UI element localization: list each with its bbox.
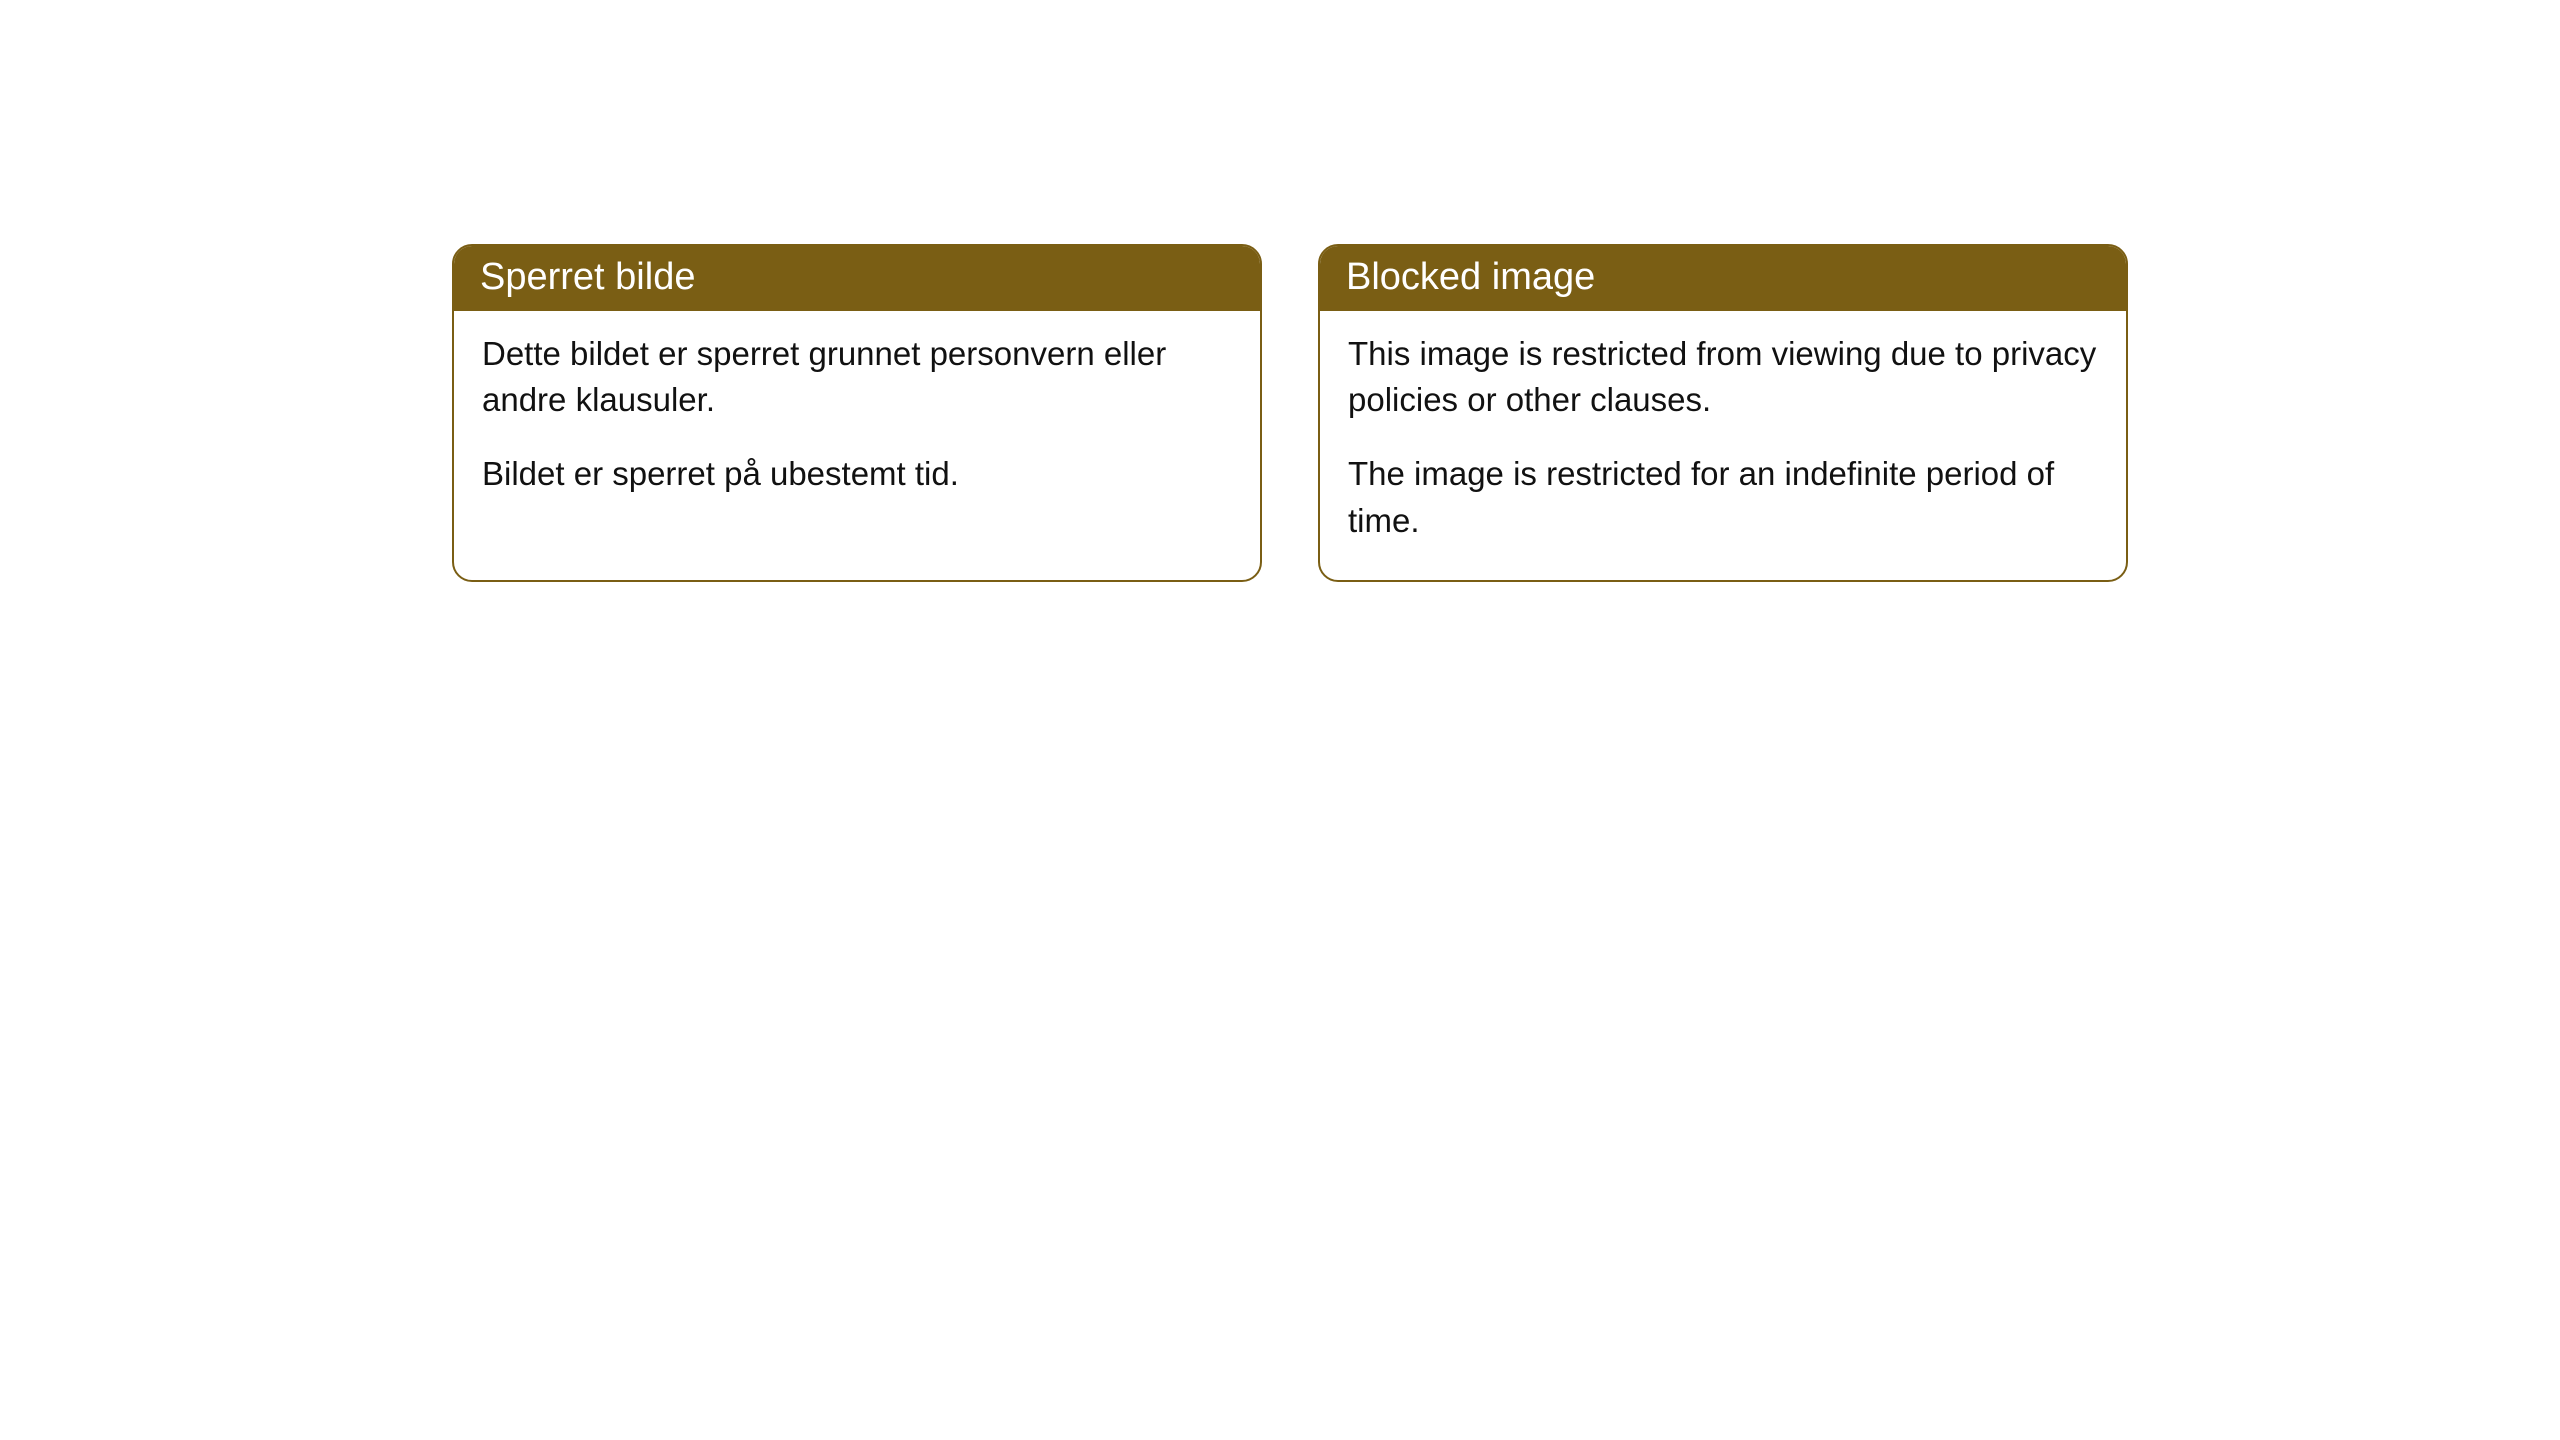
notice-header: Sperret bilde [454,246,1260,311]
notice-container: Sperret bilde Dette bildet er sperret gr… [0,0,2560,582]
notice-card-english: Blocked image This image is restricted f… [1318,244,2128,582]
notice-paragraph-2: The image is restricted for an indefinit… [1348,451,2098,543]
notice-body: Dette bildet er sperret grunnet personve… [454,311,1260,534]
notice-card-norwegian: Sperret bilde Dette bildet er sperret gr… [452,244,1262,582]
notice-header: Blocked image [1320,246,2126,311]
notice-paragraph-1: Dette bildet er sperret grunnet personve… [482,331,1232,423]
notice-paragraph-1: This image is restricted from viewing du… [1348,331,2098,423]
notice-paragraph-2: Bildet er sperret på ubestemt tid. [482,451,1232,497]
notice-body: This image is restricted from viewing du… [1320,311,2126,580]
